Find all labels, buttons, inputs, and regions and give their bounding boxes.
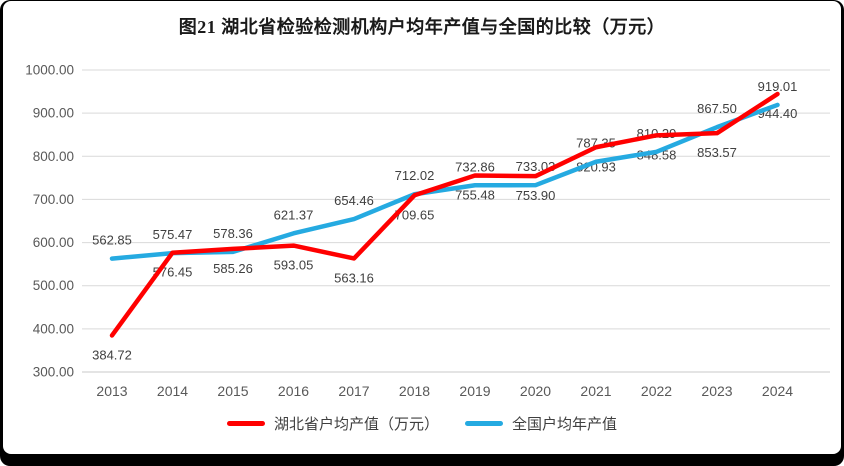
data-label-national: 732.86 bbox=[455, 159, 495, 174]
y-axis-tick-label: 700.00 bbox=[33, 192, 74, 207]
y-axis-tick-label: 500.00 bbox=[33, 278, 74, 293]
x-axis-tick-label: 2016 bbox=[278, 383, 309, 399]
series-line-hubei bbox=[109, 91, 780, 338]
chart-title: 图21 湖北省检验检测机构户均年产值与全国的比较（万元） bbox=[178, 17, 666, 37]
legend-label-national: 全国户均年产值 bbox=[512, 416, 618, 433]
y-axis-tick-label: 400.00 bbox=[33, 321, 74, 336]
chart-legend: 湖北省户均产值（万元） 全国户均年产值 bbox=[0, 413, 844, 434]
data-label-national: 578.36 bbox=[213, 226, 253, 241]
y-axis-tick-label: 900.00 bbox=[33, 106, 74, 121]
x-axis-tick-label: 2017 bbox=[338, 383, 369, 399]
x-axis-tick-label: 2024 bbox=[762, 383, 793, 399]
data-label-national: 867.50 bbox=[697, 101, 737, 116]
chart-background bbox=[3, 1, 841, 454]
data-label-hubei: 753.90 bbox=[516, 188, 556, 203]
x-axis-tick-label: 2013 bbox=[96, 383, 127, 399]
y-axis-tick-label: 800.00 bbox=[33, 149, 74, 164]
data-label-hubei: 820.93 bbox=[576, 159, 616, 174]
data-label-hubei: 563.16 bbox=[334, 270, 374, 285]
data-label-hubei: 848.58 bbox=[637, 147, 677, 162]
data-label-national: 712.02 bbox=[395, 168, 435, 183]
data-label-national: 654.46 bbox=[334, 193, 374, 208]
x-axis-tick-label: 2014 bbox=[157, 383, 188, 399]
legend-item-hubei: 湖北省户均产值（万元） bbox=[226, 413, 439, 434]
y-axis-tick-label: 300.00 bbox=[33, 365, 74, 380]
x-axis-tick-label: 2021 bbox=[580, 383, 611, 399]
x-axis-tick-label: 2020 bbox=[520, 383, 551, 399]
data-label-hubei: 755.48 bbox=[455, 187, 495, 202]
x-axis-tick-label: 2018 bbox=[399, 383, 430, 399]
legend-item-national: 全国户均年产值 bbox=[465, 413, 617, 434]
series-line-national bbox=[109, 102, 780, 261]
data-label-national: 575.47 bbox=[153, 227, 193, 242]
x-axis-tick-label: 2023 bbox=[701, 383, 732, 399]
y-axis-tick-label: 1000.00 bbox=[25, 63, 74, 78]
data-label-national: 621.37 bbox=[274, 207, 314, 222]
data-label-hubei: 593.05 bbox=[274, 258, 314, 273]
data-label-hubei: 853.57 bbox=[697, 145, 737, 160]
y-axis-tick-label: 600.00 bbox=[33, 235, 74, 250]
x-axis-tick-label: 2019 bbox=[459, 383, 490, 399]
x-axis-tick-label: 2015 bbox=[217, 383, 248, 399]
legend-label-hubei: 湖北省户均产值（万元） bbox=[273, 416, 439, 433]
blue-line-swatch-icon bbox=[465, 421, 503, 426]
x-axis-tick-label: 2022 bbox=[641, 383, 672, 399]
data-label-national: 562.85 bbox=[92, 233, 132, 248]
data-label-hubei: 709.65 bbox=[395, 207, 435, 222]
data-label-national: 919.01 bbox=[758, 79, 798, 94]
red-line-swatch-icon bbox=[226, 421, 265, 426]
data-label-hubei: 384.72 bbox=[92, 347, 132, 362]
data-label-hubei: 585.26 bbox=[213, 261, 253, 276]
